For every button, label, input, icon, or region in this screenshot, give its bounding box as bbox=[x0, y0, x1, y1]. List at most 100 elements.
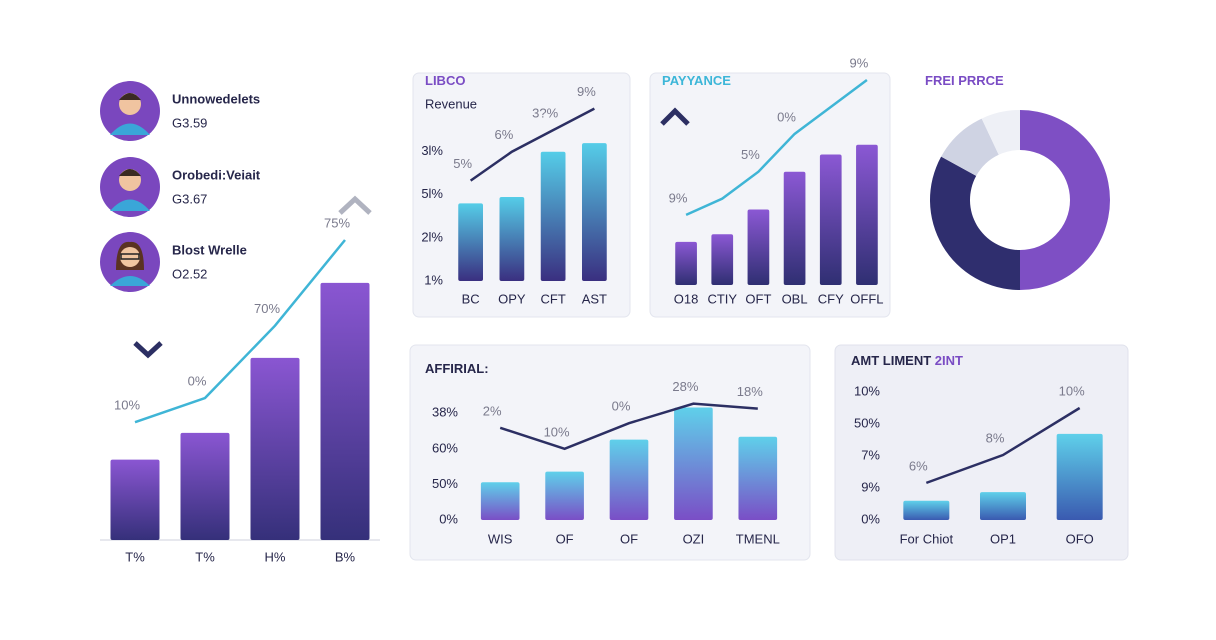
x-tick-label: OFO bbox=[1066, 531, 1094, 546]
annotation: 70% bbox=[254, 301, 280, 316]
chart-title: AMT LIMENT 2INT bbox=[851, 353, 963, 368]
annotation: 9% bbox=[850, 55, 869, 70]
annotation: 9% bbox=[577, 84, 596, 99]
chart-subtitle: Revenue bbox=[425, 96, 477, 111]
y-tick-label: 9% bbox=[861, 479, 880, 494]
x-tick-label: OPY bbox=[498, 291, 526, 306]
donut-segment bbox=[941, 118, 999, 176]
chart-title: PAYYANCE bbox=[662, 73, 731, 88]
annotation: 2% bbox=[483, 403, 502, 418]
x-tick-label: CFY bbox=[818, 291, 844, 306]
y-tick-label: 7% bbox=[861, 447, 880, 462]
y-tick-label: 2l% bbox=[421, 229, 443, 244]
donut-segment bbox=[981, 110, 1020, 155]
bar bbox=[250, 357, 300, 540]
x-tick-label: OZI bbox=[683, 531, 705, 546]
x-tick-label: For Chiot bbox=[900, 531, 954, 546]
y-tick-label: 38% bbox=[432, 405, 458, 420]
annotation: 6% bbox=[494, 127, 513, 142]
x-tick-label: OF bbox=[620, 531, 638, 546]
chart-title-text: AMT LIMENT bbox=[851, 353, 931, 368]
chart-title-text: FREI PRRCE bbox=[925, 73, 1004, 88]
annotation: 28% bbox=[672, 379, 698, 394]
chart-title-accent: 2INT bbox=[935, 353, 963, 368]
annotation: 18% bbox=[737, 384, 763, 399]
x-tick-label: CFT bbox=[540, 291, 565, 306]
trend-line bbox=[469, 107, 595, 182]
annotation: 6% bbox=[909, 458, 928, 473]
chart-title: FREI PRRCE bbox=[925, 73, 1004, 88]
y-tick-label: 0% bbox=[861, 511, 880, 526]
chart-title: LIBCO bbox=[425, 73, 465, 88]
trend-line bbox=[685, 78, 868, 217]
x-tick-label: WIS bbox=[488, 531, 513, 546]
bar bbox=[545, 471, 584, 520]
x-tick-label: AST bbox=[582, 291, 607, 306]
bar bbox=[711, 234, 734, 285]
x-tick-label: BC bbox=[462, 291, 480, 306]
bar bbox=[320, 282, 370, 540]
bar bbox=[856, 144, 878, 285]
chevron-icon bbox=[660, 107, 690, 126]
annotation: 0% bbox=[188, 373, 207, 388]
x-tick-label: O18 bbox=[674, 291, 699, 306]
annotation: 10% bbox=[1059, 383, 1085, 398]
x-tick-label: TMENL bbox=[736, 531, 780, 546]
trend-line bbox=[134, 239, 346, 424]
annotation: 9% bbox=[669, 190, 688, 205]
avatar bbox=[100, 81, 160, 141]
bar bbox=[980, 492, 1026, 520]
chevron-icon bbox=[133, 341, 163, 359]
annotation: 5% bbox=[453, 156, 472, 171]
bar bbox=[609, 439, 649, 520]
x-tick-label: H% bbox=[265, 549, 286, 564]
profile-name: Unnowedelets bbox=[172, 91, 260, 106]
bar bbox=[1056, 433, 1103, 520]
x-tick-label: T% bbox=[125, 549, 145, 564]
y-tick-label: 0% bbox=[439, 511, 458, 526]
bar bbox=[540, 151, 566, 281]
y-tick-label: 5l% bbox=[421, 186, 443, 201]
profile-value: G3.59 bbox=[172, 115, 207, 130]
x-tick-label: OF bbox=[556, 531, 574, 546]
avatar bbox=[100, 232, 160, 292]
y-tick-label: 50% bbox=[854, 415, 880, 430]
annotation: 8% bbox=[986, 430, 1005, 445]
chart-title: AFFIRIAL: bbox=[425, 361, 489, 376]
x-tick-label: OFFL bbox=[850, 291, 883, 306]
trend-line bbox=[925, 406, 1081, 485]
bar bbox=[903, 500, 950, 520]
bar bbox=[110, 459, 160, 540]
bar bbox=[180, 432, 230, 540]
bar bbox=[783, 171, 806, 285]
annotation: 3?% bbox=[532, 106, 558, 121]
x-tick-label: CTIY bbox=[707, 291, 737, 306]
profile-name: Blost Wrelle bbox=[172, 242, 247, 257]
trend-line bbox=[499, 402, 758, 451]
annotation: 0% bbox=[612, 399, 631, 414]
profile-name: Orobedi:Veiait bbox=[172, 167, 261, 182]
x-tick-label: B% bbox=[335, 549, 356, 564]
x-tick-label: OP1 bbox=[990, 531, 1016, 546]
annotation: 10% bbox=[114, 398, 140, 413]
bar bbox=[582, 143, 607, 281]
bar bbox=[738, 436, 778, 520]
x-tick-label: OFT bbox=[745, 291, 771, 306]
bar bbox=[499, 196, 525, 281]
y-tick-label: 60% bbox=[432, 440, 458, 455]
bar bbox=[675, 241, 697, 285]
bar bbox=[458, 203, 483, 281]
profile-value: O2.52 bbox=[172, 266, 207, 281]
annotation: 75% bbox=[324, 215, 350, 230]
chart-title-text: LIBCO bbox=[425, 73, 465, 88]
y-tick-label: 1% bbox=[424, 272, 443, 287]
bar bbox=[674, 407, 713, 520]
x-tick-label: OBL bbox=[782, 291, 808, 306]
y-tick-label: 10% bbox=[854, 383, 880, 398]
annotation: 10% bbox=[544, 424, 570, 439]
annotation: 5% bbox=[741, 147, 760, 162]
profile-value: G3.67 bbox=[172, 191, 207, 206]
y-tick-label: 50% bbox=[432, 476, 458, 491]
avatar bbox=[100, 157, 160, 217]
annotation: 0% bbox=[777, 109, 796, 124]
